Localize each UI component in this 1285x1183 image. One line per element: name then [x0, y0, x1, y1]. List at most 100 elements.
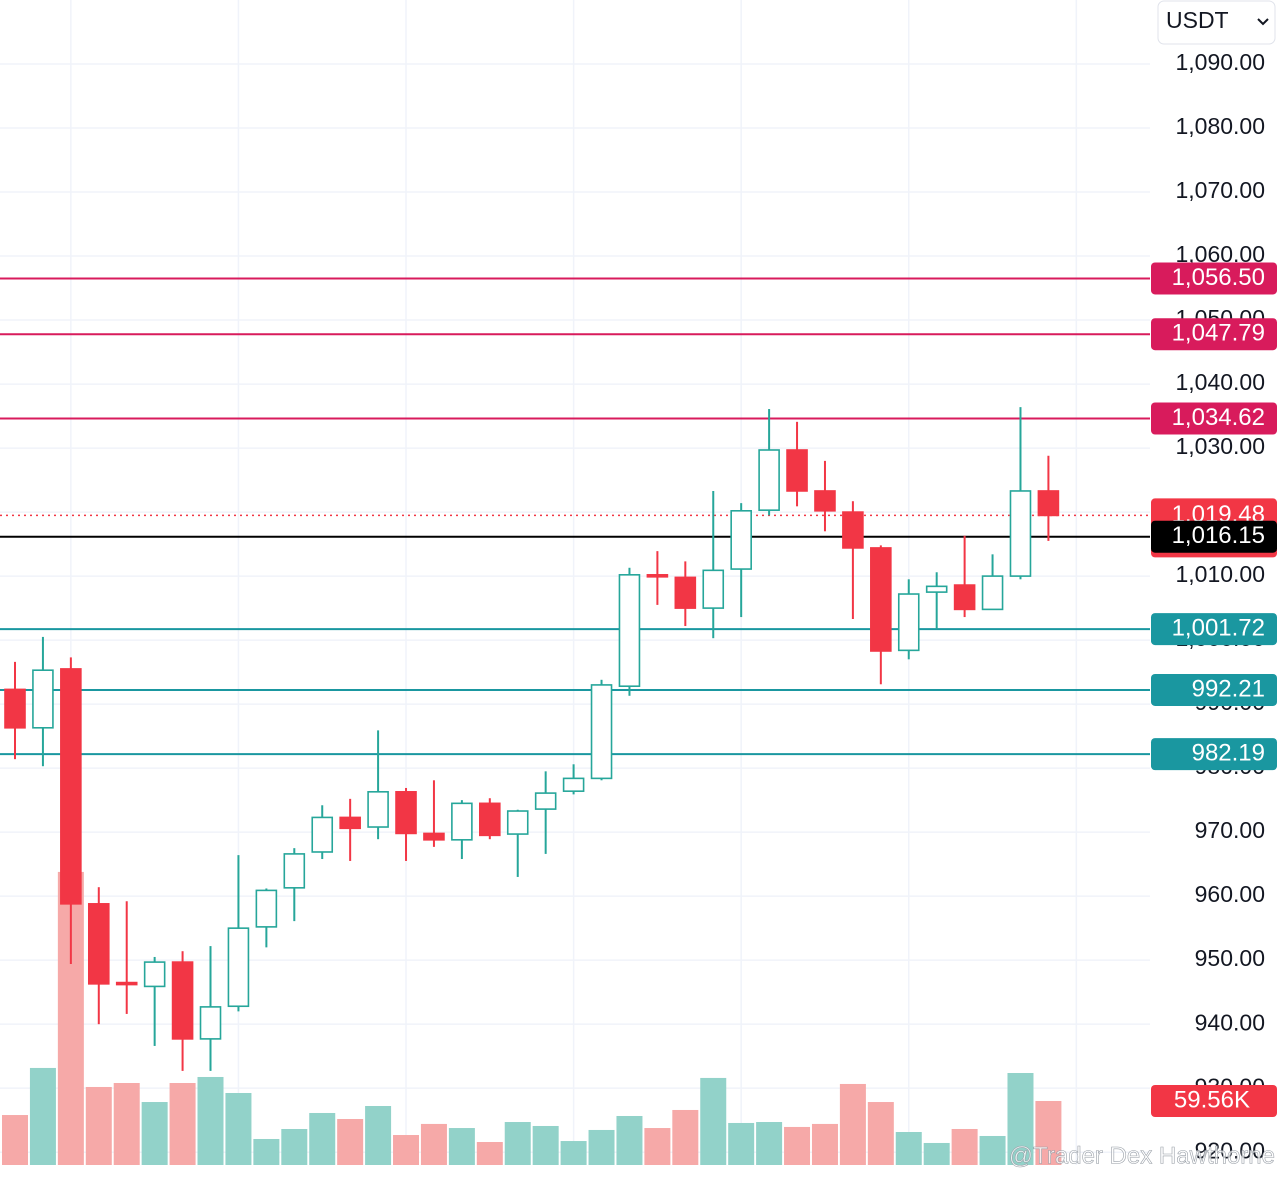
level-label-box — [1151, 738, 1277, 771]
candle-body — [227, 927, 250, 1008]
volume-bar — [504, 1122, 531, 1165]
volume-bar — [672, 1109, 699, 1165]
level-label: 1,047.79 — [1172, 320, 1265, 347]
level-label: 992.21 — [1192, 675, 1265, 702]
watermark: @Trader Dex Hawthorne — [1009, 1142, 1275, 1169]
level-label: 1,034.62 — [1172, 404, 1265, 431]
candle-body — [534, 792, 557, 810]
volume-label-box — [1151, 1084, 1277, 1117]
currency-box[interactable] — [1157, 0, 1276, 45]
candle-body — [870, 547, 892, 652]
volume-pane — [2, 871, 1062, 1165]
candle-body — [283, 853, 306, 889]
volume-bar — [197, 1076, 224, 1165]
level-label-box — [1151, 318, 1277, 351]
volume-bar — [85, 1086, 112, 1165]
price-line-box — [1151, 520, 1277, 553]
volume-bar — [225, 1092, 252, 1165]
candle-body — [562, 777, 585, 792]
volume-bar — [867, 1102, 894, 1165]
price-line-label: 1,016.15 — [1172, 522, 1265, 549]
volume-bar — [784, 1126, 811, 1165]
volume-label: 59.56K — [1174, 1086, 1250, 1113]
levels — [0, 277, 1150, 756]
volume-bar — [616, 1115, 643, 1165]
candle-body — [60, 668, 82, 905]
level-label-box — [1151, 673, 1277, 706]
candle-body — [730, 510, 752, 570]
volume-bar — [1007, 1073, 1034, 1165]
candle-body — [646, 574, 669, 578]
candle-body — [367, 791, 389, 828]
candle-body — [1009, 490, 1032, 577]
y-tick-label: 1,030.00 — [1175, 433, 1265, 459]
y-tick-label: 1,040.00 — [1175, 369, 1265, 395]
level-label-box — [1151, 262, 1277, 295]
candle-body — [423, 832, 445, 841]
y-tick-label: 1,010.00 — [1175, 561, 1265, 587]
volume-bar — [113, 1082, 140, 1165]
level-label: 982.19 — [1192, 739, 1265, 766]
volume-bar — [29, 1067, 56, 1165]
candle-body — [674, 576, 697, 609]
candle-body — [618, 574, 641, 687]
volume-bar — [337, 1119, 364, 1165]
volume-bar — [756, 1122, 783, 1165]
candle-body — [814, 490, 836, 512]
volume-bar — [839, 1083, 866, 1165]
volume-bar — [420, 1123, 447, 1165]
candle-body — [981, 575, 1004, 611]
volume-bar — [923, 1142, 950, 1165]
candle-body — [953, 584, 976, 611]
currency-label[interactable]: USDT — [1166, 7, 1229, 33]
candle-body — [339, 816, 361, 830]
candle-body — [171, 961, 194, 1040]
volume-bar — [253, 1138, 280, 1165]
volume-bar — [141, 1102, 168, 1165]
candle-body — [32, 669, 54, 729]
candle-body — [143, 961, 166, 988]
candle-body — [311, 816, 334, 853]
volume-bar — [169, 1082, 196, 1165]
candle-body — [786, 449, 808, 492]
candles — [4, 407, 1060, 1071]
dropdown-arrow[interactable] — [1257, 18, 1269, 26]
volume-bar — [532, 1125, 559, 1165]
y-tick-label: 970.00 — [1195, 817, 1265, 843]
currency-selector[interactable]: USDT — [1157, 0, 1276, 45]
level-label-box — [1151, 402, 1277, 435]
y-tick-label: 1,070.00 — [1175, 177, 1265, 203]
y-tick-label: 940.00 — [1195, 1009, 1265, 1035]
candle-body — [87, 903, 110, 985]
volume-bar — [365, 1105, 392, 1165]
candle-body — [897, 593, 920, 652]
candle-body — [1037, 490, 1060, 517]
candle-body — [506, 810, 529, 835]
y-tick-label: 950.00 — [1195, 945, 1265, 971]
volume-bar — [448, 1128, 475, 1165]
volume-bar — [728, 1122, 755, 1165]
y-tick-label: 1,090.00 — [1175, 49, 1265, 75]
candle-body — [255, 889, 278, 928]
candle-body — [925, 585, 948, 593]
candle-body — [199, 1006, 222, 1040]
volume-bar — [895, 1132, 922, 1165]
candle-body — [4, 688, 26, 729]
candle-body — [758, 449, 780, 511]
volume-bar — [951, 1128, 978, 1165]
y-tick-label: 1,080.00 — [1175, 113, 1265, 139]
volume-bar — [811, 1123, 838, 1165]
volume-bar — [476, 1142, 503, 1165]
volume-bar — [1035, 1100, 1062, 1165]
volume-bar — [309, 1112, 336, 1165]
candle-body — [395, 791, 417, 835]
level-label: 1,056.50 — [1172, 264, 1265, 291]
candle-body — [479, 802, 501, 837]
candle-body — [590, 684, 613, 780]
candle-body — [842, 511, 864, 549]
volume-bar — [281, 1128, 308, 1165]
y-tick-label: 920.00 — [1195, 1137, 1265, 1163]
level-label-box — [1151, 613, 1277, 646]
